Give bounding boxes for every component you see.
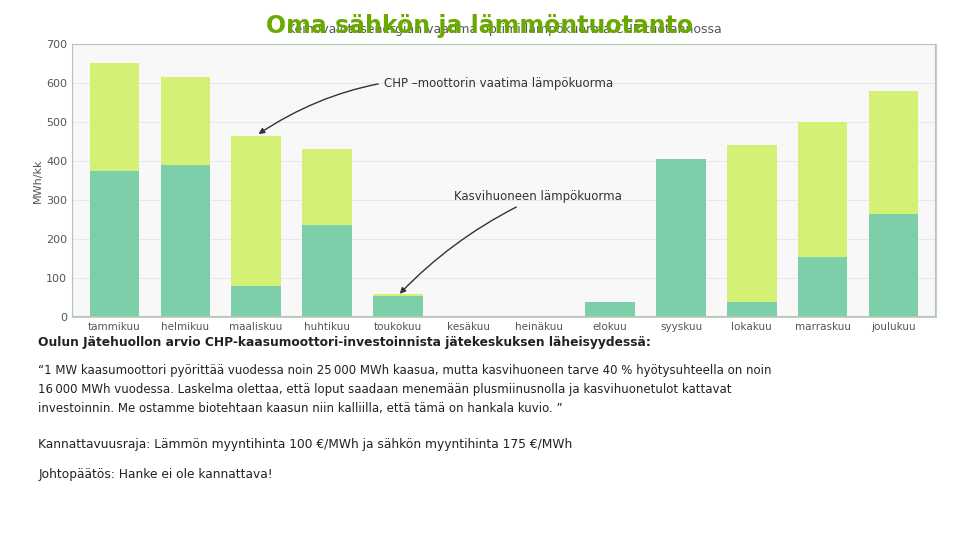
Bar bbox=[373, 296, 422, 317]
Bar bbox=[302, 225, 351, 317]
Bar bbox=[373, 294, 422, 317]
Bar bbox=[89, 63, 139, 317]
Y-axis label: MWh/kk: MWh/kk bbox=[34, 158, 43, 203]
Bar bbox=[89, 171, 139, 317]
Bar bbox=[727, 302, 777, 317]
Bar bbox=[160, 165, 210, 317]
Bar bbox=[231, 136, 281, 317]
Bar bbox=[586, 301, 635, 317]
Title: Keinovalotusenergian vaatima optimi lämpökuorma CHP-tuotannossa: Keinovalotusenergian vaatima optimi lämp… bbox=[287, 22, 721, 36]
Bar bbox=[72, 44, 936, 317]
Text: CHP –moottorin vaatima lämpökuorma: CHP –moottorin vaatima lämpökuorma bbox=[260, 77, 612, 133]
Bar bbox=[657, 159, 706, 317]
Text: Kannattavuusraja: Lämmön myyntihinta 100 €/MWh ja sähkön myyntihinta 175 €/MWh: Kannattavuusraja: Lämmön myyntihinta 100… bbox=[38, 438, 573, 451]
Bar bbox=[657, 159, 706, 317]
Bar bbox=[798, 122, 848, 317]
Text: Kasvihuoneen lämpökuorma: Kasvihuoneen lämpökuorma bbox=[400, 190, 622, 293]
Bar bbox=[869, 91, 919, 317]
Text: Oulun Jätehuollon arvio CHP-kaasumoottori-investoinnista jätekeskuksen läheisyyd: Oulun Jätehuollon arvio CHP-kaasumoottor… bbox=[38, 336, 651, 350]
Bar bbox=[160, 77, 210, 317]
Text: investoinnin. Me ostamme biotehtaan kaasun niin kalliilla, että tämä on hankala : investoinnin. Me ostamme biotehtaan kaas… bbox=[38, 402, 563, 415]
Text: 16 000 MWh vuodessa. Laskelma olettaa, että loput saadaan menemään plusmiinusnol: 16 000 MWh vuodessa. Laskelma olettaa, e… bbox=[38, 383, 732, 396]
Bar bbox=[302, 149, 351, 317]
Text: Johtopäätös: Hanke ei ole kannattava!: Johtopäätös: Hanke ei ole kannattava! bbox=[38, 468, 273, 481]
Text: Oma sähkön ja lämmöntuotanto: Oma sähkön ja lämmöntuotanto bbox=[267, 14, 693, 38]
Bar bbox=[727, 146, 777, 317]
Bar bbox=[798, 257, 848, 317]
Text: “1 MW kaasumoottori pyörittää vuodessa noin 25 000 MWh kaasua, mutta kasvihuonee: “1 MW kaasumoottori pyörittää vuodessa n… bbox=[38, 364, 772, 377]
Bar bbox=[586, 302, 635, 317]
Bar bbox=[869, 214, 919, 317]
Bar bbox=[231, 286, 281, 317]
